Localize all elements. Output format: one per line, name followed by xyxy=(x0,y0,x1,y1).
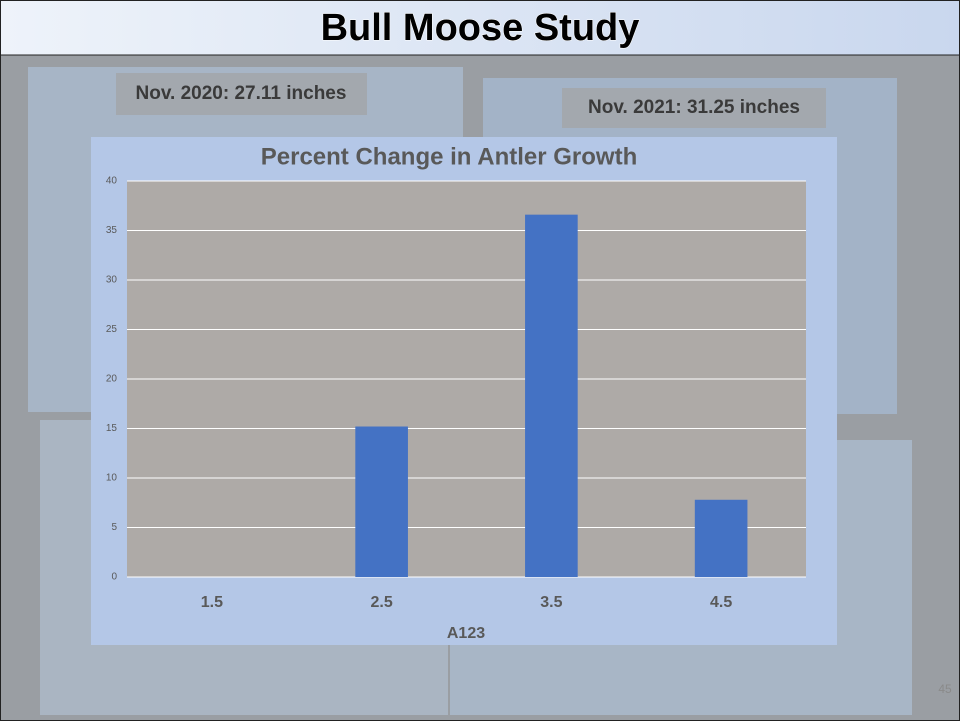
y-tick-label: 15 xyxy=(106,423,118,434)
chart: Percent Change in Antler Growth A123 0 5 1… xyxy=(91,137,837,645)
y-tick-label: 0 xyxy=(111,572,117,583)
caption: Nov. 2021: 31.25 inches xyxy=(588,97,800,118)
y-tick-label: 25 xyxy=(106,324,118,335)
page: Nov. 2020: 27.11 inches Nov. 2021: 31.25… xyxy=(0,0,960,721)
bar xyxy=(525,215,578,577)
bar xyxy=(355,427,408,577)
slide-title: Bull Moose Study xyxy=(321,7,640,49)
y-tick-label: 10 xyxy=(106,473,118,484)
caption: Nov. 2020: 27.11 inches xyxy=(136,83,347,104)
x-tick-label: 4.5 xyxy=(710,594,732,611)
x-tick-label: 3.5 xyxy=(540,594,562,611)
y-tick-label: 5 xyxy=(111,522,117,533)
x-tick-label: 2.5 xyxy=(371,594,393,611)
y-tick-label: 30 xyxy=(106,275,118,286)
slide: Nov. 2020: 27.11 inches Nov. 2021: 31.25… xyxy=(0,0,960,721)
chart-title: Percent Change in Antler Growth xyxy=(261,143,638,170)
page-number: 45 xyxy=(938,682,952,696)
x-axis-title: A123 xyxy=(447,625,485,642)
bar xyxy=(695,500,748,577)
x-tick-label: 1.5 xyxy=(201,594,223,611)
y-tick-label: 35 xyxy=(106,225,118,236)
y-tick-label: 20 xyxy=(106,374,118,385)
y-tick-label: 40 xyxy=(106,176,118,187)
